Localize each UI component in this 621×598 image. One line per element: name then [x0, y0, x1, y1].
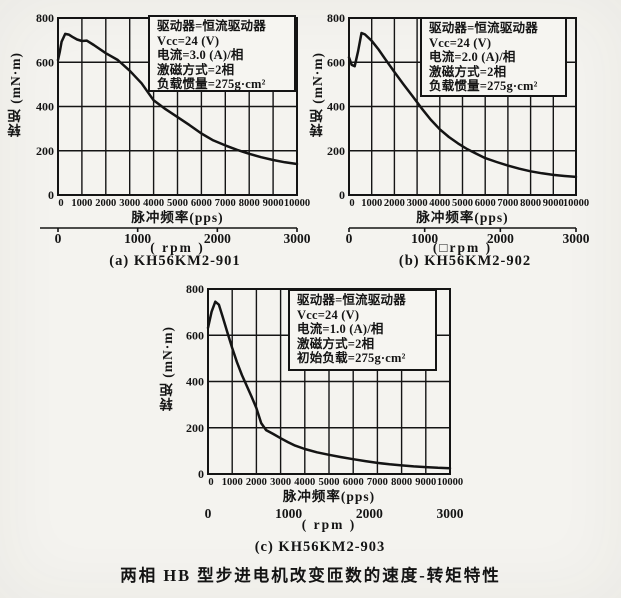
y-tick-label: 400: [327, 100, 345, 114]
rpm-axis-unit: (□rpm ): [432, 240, 493, 255]
x-tick-label: 1000: [222, 477, 243, 488]
x-axis-title: 脉冲频率(pps): [282, 489, 376, 504]
x-axis-title: 脉冲频率(pps): [131, 210, 224, 225]
chart-caption: (a) KH56KM2-901: [109, 253, 241, 269]
y-tick-label: 600: [327, 55, 345, 69]
y-tick-label: 800: [186, 282, 204, 296]
y-tick-label: 800: [36, 11, 54, 25]
x-tick-label: 10000: [437, 477, 463, 488]
legend-line: 负载惯量=275g·cm²: [429, 79, 538, 94]
y-tick-label: 200: [186, 421, 204, 435]
rpm-axis-unit: ( rpm ): [150, 240, 205, 255]
x-tick-label: 4000: [429, 198, 450, 209]
legend-line: 激磁方式=2相: [429, 64, 507, 79]
torque-curve: [347, 31, 578, 179]
x-tick-label: 0: [349, 198, 354, 209]
legend-line: 驱动器=恒流驱动器: [157, 19, 266, 33]
x-tick-label: 5000: [452, 198, 473, 209]
x-tick-label: 2000: [384, 198, 405, 209]
chart-caption: (b) KH56KM2-902: [398, 253, 532, 269]
legend-box: 驱动器=恒流驱动器 Vcc=24 (V) 电流=3.0 (A)/相 激磁方式=2…: [148, 15, 296, 92]
x-tick-label: 10000: [563, 198, 589, 209]
legend-line: 驱动器=恒流驱动器: [429, 21, 538, 35]
x-tick-label: 1000: [361, 198, 382, 209]
legend-line: 驱动器=恒流驱动器: [297, 293, 406, 307]
rpm-tick-label: 1000: [411, 231, 438, 246]
x-axis-title: 脉冲频率(pps): [416, 210, 509, 225]
x-tick-label: 1000: [71, 198, 92, 209]
legend-line: 电流=1.0 (A)/相: [297, 322, 384, 337]
x-tick-label: 10000: [284, 198, 310, 209]
x-tick-label: 7000: [367, 477, 388, 488]
rpm-tick-label: 0: [55, 231, 62, 246]
x-tick-label: 7000: [497, 198, 518, 209]
y-tick-label: 400: [186, 375, 204, 389]
x-tick-label: 4000: [294, 477, 315, 488]
x-tick-label: 8000: [391, 477, 412, 488]
y-tick-label: 800: [327, 11, 345, 25]
torque-curve: [206, 300, 452, 470]
y-tick-label: 400: [36, 100, 54, 114]
y-axis-title: 转矩 (mN·m): [310, 52, 325, 138]
legend-box: 驱动器=恒流驱动器 Vcc=24 (V) 电流=1.0 (A)/相 激磁方式=2…: [288, 289, 437, 371]
x-tick-label: 9000: [263, 198, 284, 209]
legend-line: Vcc=24 (V): [297, 307, 360, 322]
y-tick-label: 600: [186, 328, 204, 342]
rpm-tick-label: 1000: [124, 231, 151, 246]
rpm-tick-label: 3000: [563, 231, 590, 246]
x-tick-label: 3000: [407, 198, 428, 209]
rpm-tick-label: 3000: [284, 231, 311, 246]
x-tick-label: 3000: [270, 477, 291, 488]
x-tick-label: 0: [58, 198, 63, 209]
legend-line: 初始负载=275g·cm²: [297, 351, 406, 366]
legend-line: 激磁方式=2相: [297, 336, 375, 351]
torque-curve: [56, 32, 299, 166]
legend-line: Vcc=24 (V): [157, 33, 220, 48]
legend-line: 激磁方式=2相: [157, 62, 235, 77]
legend-line: Vcc=24 (V): [429, 35, 492, 50]
rpm-tick-label: 0: [346, 231, 353, 246]
rpm-tick-label: 2000: [204, 231, 231, 246]
x-tick-label: 8000: [239, 198, 260, 209]
y-tick-label: 200: [36, 144, 54, 158]
chart-caption: (c) KH56KM2-903: [254, 539, 386, 555]
rpm-tick-label: 0: [205, 506, 212, 521]
y-tick-label: 200: [327, 144, 345, 158]
x-tick-label: 7000: [215, 198, 236, 209]
y-tick-label: 0: [339, 188, 345, 202]
legend-line: 负载惯量=275g·cm²: [157, 77, 266, 92]
rpm-tick-label: 2000: [487, 231, 514, 246]
y-tick-label: 0: [198, 467, 204, 481]
x-tick-label: 0: [208, 477, 213, 488]
rpm-tick-label: 1000: [275, 506, 302, 521]
x-tick-label: 2000: [246, 477, 267, 488]
x-tick-label: 3000: [119, 198, 140, 209]
x-tick-label: 6000: [191, 198, 212, 209]
x-tick-label: 8000: [520, 198, 541, 209]
x-tick-label: 6000: [343, 477, 364, 488]
x-tick-label: 9000: [415, 477, 436, 488]
x-tick-label: 5000: [319, 477, 340, 488]
legend-box: 驱动器=恒流驱动器 Vcc=24 (V) 电流=2.0 (A)/相 激磁方式=2…: [420, 17, 567, 97]
x-tick-label: 6000: [475, 198, 496, 209]
y-tick-label: 600: [36, 55, 54, 69]
rpm-tick-label: 3000: [437, 506, 464, 521]
y-axis-title: 转矩 (mN·m): [160, 326, 175, 412]
rpm-axis-unit: ( rpm ): [301, 517, 357, 532]
y-tick-label: 0: [48, 188, 54, 202]
legend-line: 电流=2.0 (A)/相: [429, 50, 516, 65]
y-axis-title: 转矩 (mN·m): [8, 52, 23, 138]
x-tick-label: 2000: [95, 198, 116, 209]
x-tick-label: 9000: [543, 198, 564, 209]
x-tick-label: 4000: [143, 198, 164, 209]
rpm-tick-label: 2000: [356, 506, 383, 521]
x-tick-label: 5000: [167, 198, 188, 209]
legend-line: 电流=3.0 (A)/相: [157, 48, 244, 63]
figure-caption: 两相 HB 型步进电机改变匝数的速度-转矩特性: [120, 566, 501, 585]
